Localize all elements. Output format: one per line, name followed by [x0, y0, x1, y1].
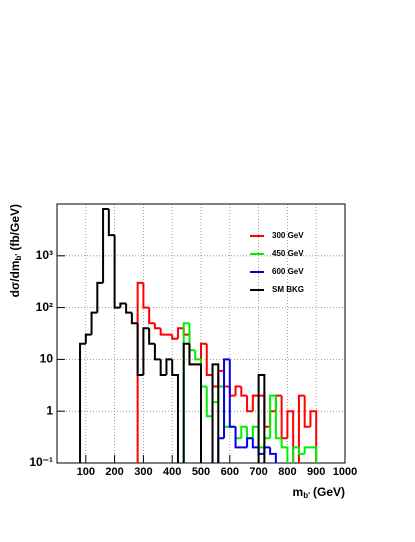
histogram-bin	[286, 410, 295, 463]
histogram-bin	[205, 386, 213, 418]
y-tick-label: 10	[40, 352, 54, 366]
legend-label: SM BKG	[272, 285, 304, 294]
x-tick-label: 300	[134, 466, 152, 478]
histogram-bin	[90, 311, 98, 335]
x-tick-label: 100	[77, 466, 95, 478]
histogram-bin	[223, 358, 230, 439]
histogram-bin	[171, 334, 178, 340]
histogram-bin	[130, 312, 138, 325]
legend-label: 600 GeV	[272, 267, 304, 276]
x-label-sub: b'	[303, 491, 310, 500]
histogram-bin	[194, 350, 201, 361]
histogram-bin	[205, 343, 213, 376]
histogram-bin	[292, 446, 299, 463]
histogram-bin	[107, 209, 115, 237]
histogram-bin	[142, 282, 150, 309]
y-tick-label: 10⁻¹	[29, 455, 53, 469]
histogram-bin	[159, 328, 167, 336]
histogram-bin	[84, 333, 92, 344]
histogram-bin	[309, 410, 318, 463]
histogram-bin	[274, 395, 282, 440]
y-label-unit: (fb/GeV)	[8, 204, 22, 251]
x-tick-label: 400	[163, 466, 181, 478]
legend-label: 300 GeV	[272, 231, 304, 240]
x-tick-label: 500	[192, 466, 210, 478]
histogram-bin	[125, 303, 132, 314]
histogram-bin	[148, 307, 155, 325]
histogram-bin	[297, 447, 305, 455]
histogram-bin	[234, 426, 242, 449]
histogram-bin	[297, 394, 305, 463]
x-tick-label: 1000	[333, 466, 357, 478]
y-tick-label: 10³	[36, 248, 53, 262]
histogram-bin	[251, 394, 259, 412]
histogram-bin	[165, 358, 173, 375]
histogram-bin	[148, 328, 155, 345]
x-tick-label: 900	[307, 466, 325, 478]
x-tick-label: 700	[249, 466, 267, 478]
histogram-bin	[113, 235, 121, 309]
histogram-bin	[303, 395, 311, 428]
x-axis-label: mb' (GeV)	[293, 485, 345, 500]
histogram-bin	[303, 446, 311, 454]
y-tick-label: 1	[46, 403, 53, 417]
histogram-bin	[153, 323, 161, 330]
histogram-bin	[269, 447, 277, 463]
y-label-main: dσ/dm	[8, 260, 22, 297]
y-tick-label: 10²	[36, 300, 53, 314]
x-tick-label: 200	[105, 466, 123, 478]
histogram-bin	[159, 359, 167, 376]
histogram-bin	[200, 342, 207, 365]
histogram-bin	[228, 359, 236, 428]
histogram-bin	[240, 386, 248, 397]
histogram-bin	[79, 342, 86, 463]
x-tick-label: 800	[278, 466, 296, 478]
legend-label: 450 GeV	[272, 249, 304, 258]
x-label-main: m	[293, 485, 304, 499]
histogram-bin	[310, 446, 318, 463]
y-axis-label: dσ/dmb' (fb/GeV)	[8, 204, 23, 297]
histogram-bin	[257, 373, 266, 463]
histogram-bin	[142, 327, 150, 375]
histogram-bin	[182, 342, 190, 463]
histogram-bin	[102, 208, 109, 283]
histogram-bin	[251, 438, 259, 449]
histogram-bin	[96, 281, 104, 313]
histogram-bin	[280, 438, 289, 463]
histogram-bin	[246, 437, 253, 448]
histogram-bin	[119, 302, 127, 308]
histogram-bin	[251, 425, 259, 439]
x-tick-label: 600	[221, 466, 239, 478]
histogram-bin	[188, 343, 196, 366]
histogram-bin	[246, 395, 253, 413]
histogram-bin	[240, 425, 248, 439]
histogram-bin	[176, 327, 184, 339]
histogram-bin	[171, 359, 179, 463]
y-label-sub: b'	[14, 254, 23, 261]
histogram-bin	[136, 281, 144, 463]
histogram-bin	[195, 363, 202, 463]
histogram-bin	[269, 394, 276, 439]
histogram-bin	[136, 323, 144, 376]
x-label-unit: (GeV)	[313, 485, 345, 499]
histogram-bin	[234, 385, 242, 396]
histogram-bin	[211, 363, 220, 463]
histogram-bin	[153, 343, 161, 361]
